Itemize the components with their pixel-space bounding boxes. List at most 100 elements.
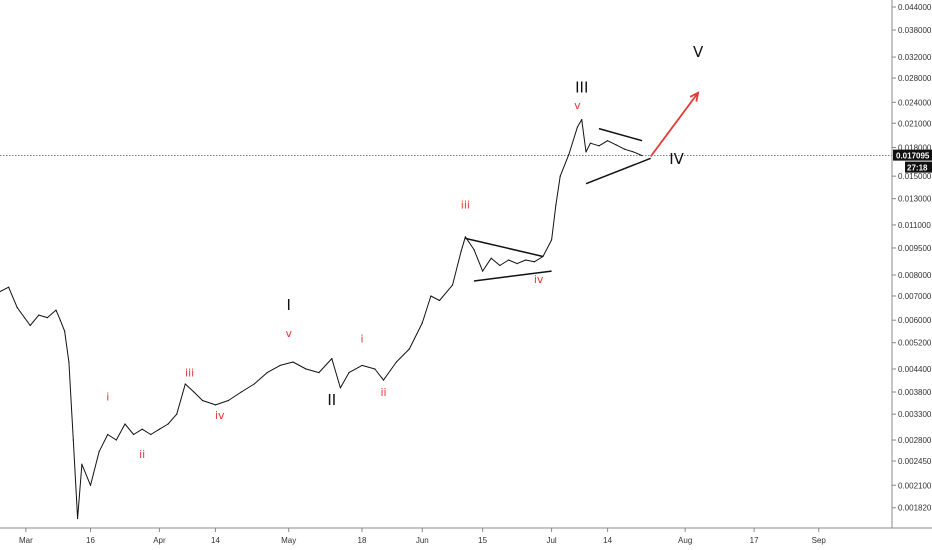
y-tick-label: 0.004400	[898, 365, 932, 374]
price-series-line	[0, 119, 643, 519]
price-point	[576, 126, 579, 128]
x-tick-label: 18	[358, 536, 367, 545]
price-axis[interactable]: 0.044000 0.038000 0.032000 0.028000 0.024000…	[891, 0, 932, 528]
price-point	[615, 144, 617, 146]
wave-label-major: V	[693, 43, 704, 61]
price-point	[107, 433, 109, 436]
price-point	[473, 249, 475, 251]
current-price-tag: 0.017095 27:18	[893, 149, 932, 173]
price-point	[68, 361, 70, 363]
x-tick-label: Apr	[153, 536, 166, 545]
y-tick-label: 0.008000	[898, 271, 932, 280]
trendline	[585, 157, 651, 185]
time-axis[interactable]: Mar 16 Apr 14 May 18 Jun 15 Jul 14 Aug 17 Sep	[0, 527, 932, 545]
price-point	[624, 148, 626, 150]
price-point	[632, 151, 635, 153]
x-tick-label: 15	[478, 536, 487, 545]
price-point	[438, 299, 441, 302]
price-point	[59, 319, 61, 321]
price-point	[641, 154, 643, 157]
wave-label-minor: i	[360, 333, 363, 346]
trendline	[473, 270, 552, 282]
price-point	[331, 358, 333, 360]
price-point	[559, 175, 561, 177]
price-point	[55, 309, 57, 311]
y-tick-label: 0.001820	[898, 504, 932, 513]
x-tick-label: May	[281, 536, 296, 545]
price-point	[382, 379, 385, 381]
x-tick-label: Aug	[678, 536, 692, 545]
price-point	[76, 517, 79, 520]
price-point	[533, 261, 535, 263]
price-point	[89, 484, 92, 486]
wave-label-minor: iii	[185, 366, 194, 379]
price-point	[460, 250, 462, 252]
y-tick-label: 0.021000	[898, 119, 932, 128]
price-point	[598, 145, 600, 147]
price-point	[555, 204, 557, 206]
price-point	[482, 270, 484, 272]
price-point	[499, 264, 501, 267]
wave-label-minor: iv	[215, 409, 225, 422]
y-tick-label: 0.006000	[898, 316, 932, 325]
y-tick-label: 0.005200	[898, 339, 932, 348]
price-point	[266, 371, 268, 374]
projection-arrow-shaft	[649, 92, 699, 158]
price-point	[132, 433, 135, 436]
wave-label-minor: iv	[534, 273, 544, 286]
price-point	[176, 413, 178, 415]
y-tick-label: 0.002800	[898, 436, 932, 445]
y-tick-label: 0.007000	[898, 292, 932, 301]
price-point	[589, 142, 591, 144]
projection-arrow-head	[689, 91, 700, 102]
price-point	[141, 428, 143, 430]
price-point	[16, 307, 18, 309]
price-point	[374, 368, 376, 370]
x-tick-label: 17	[750, 536, 759, 545]
y-tick-label: 0.018000	[898, 144, 932, 153]
price-point	[516, 263, 518, 265]
price-point	[184, 383, 186, 385]
price-point	[606, 140, 609, 142]
price-point	[124, 423, 126, 425]
price-point	[38, 314, 40, 316]
y-tick-label: 0.044000	[898, 3, 932, 12]
countdown-box	[905, 161, 932, 173]
price-point	[550, 239, 553, 241]
y-tick-label: 0.024000	[898, 98, 932, 107]
x-tick-label: 14	[603, 536, 612, 545]
plot-area[interactable]	[0, 91, 892, 520]
price-point	[348, 371, 350, 374]
price-point	[201, 399, 204, 402]
price-point	[253, 383, 255, 385]
x-tick-label: Sep	[812, 536, 827, 545]
y-tick-label: 0.028000	[898, 74, 932, 83]
wave-label-minor: v	[285, 327, 292, 340]
current-price-box	[893, 149, 932, 161]
wave-label-major: I	[286, 296, 290, 314]
price-point	[81, 463, 83, 465]
price-point	[279, 364, 281, 367]
y-tick-label: 0.003800	[898, 388, 932, 397]
price-point	[72, 439, 74, 441]
y-tick-label: 0.015000	[898, 172, 932, 181]
wave-label-minor: ii	[139, 448, 145, 461]
y-tick-label: 0.013000	[898, 195, 932, 204]
price-point	[115, 439, 117, 441]
price-point	[568, 154, 570, 156]
price-point	[214, 404, 217, 406]
y-tick-label: 0.038000	[898, 26, 932, 35]
price-point	[361, 364, 363, 367]
price-point	[408, 348, 410, 350]
y-tick-label: 0.011000	[898, 221, 931, 230]
price-point	[240, 391, 242, 393]
current-price-label: 0.017095	[896, 152, 930, 161]
y-tick-label: 0.032000	[898, 53, 932, 62]
price-point	[395, 361, 398, 363]
y-tick-label: 0.003300	[898, 410, 932, 419]
price-point	[167, 423, 169, 425]
countdown-label: 27:18	[907, 164, 928, 173]
price-point	[227, 399, 229, 402]
